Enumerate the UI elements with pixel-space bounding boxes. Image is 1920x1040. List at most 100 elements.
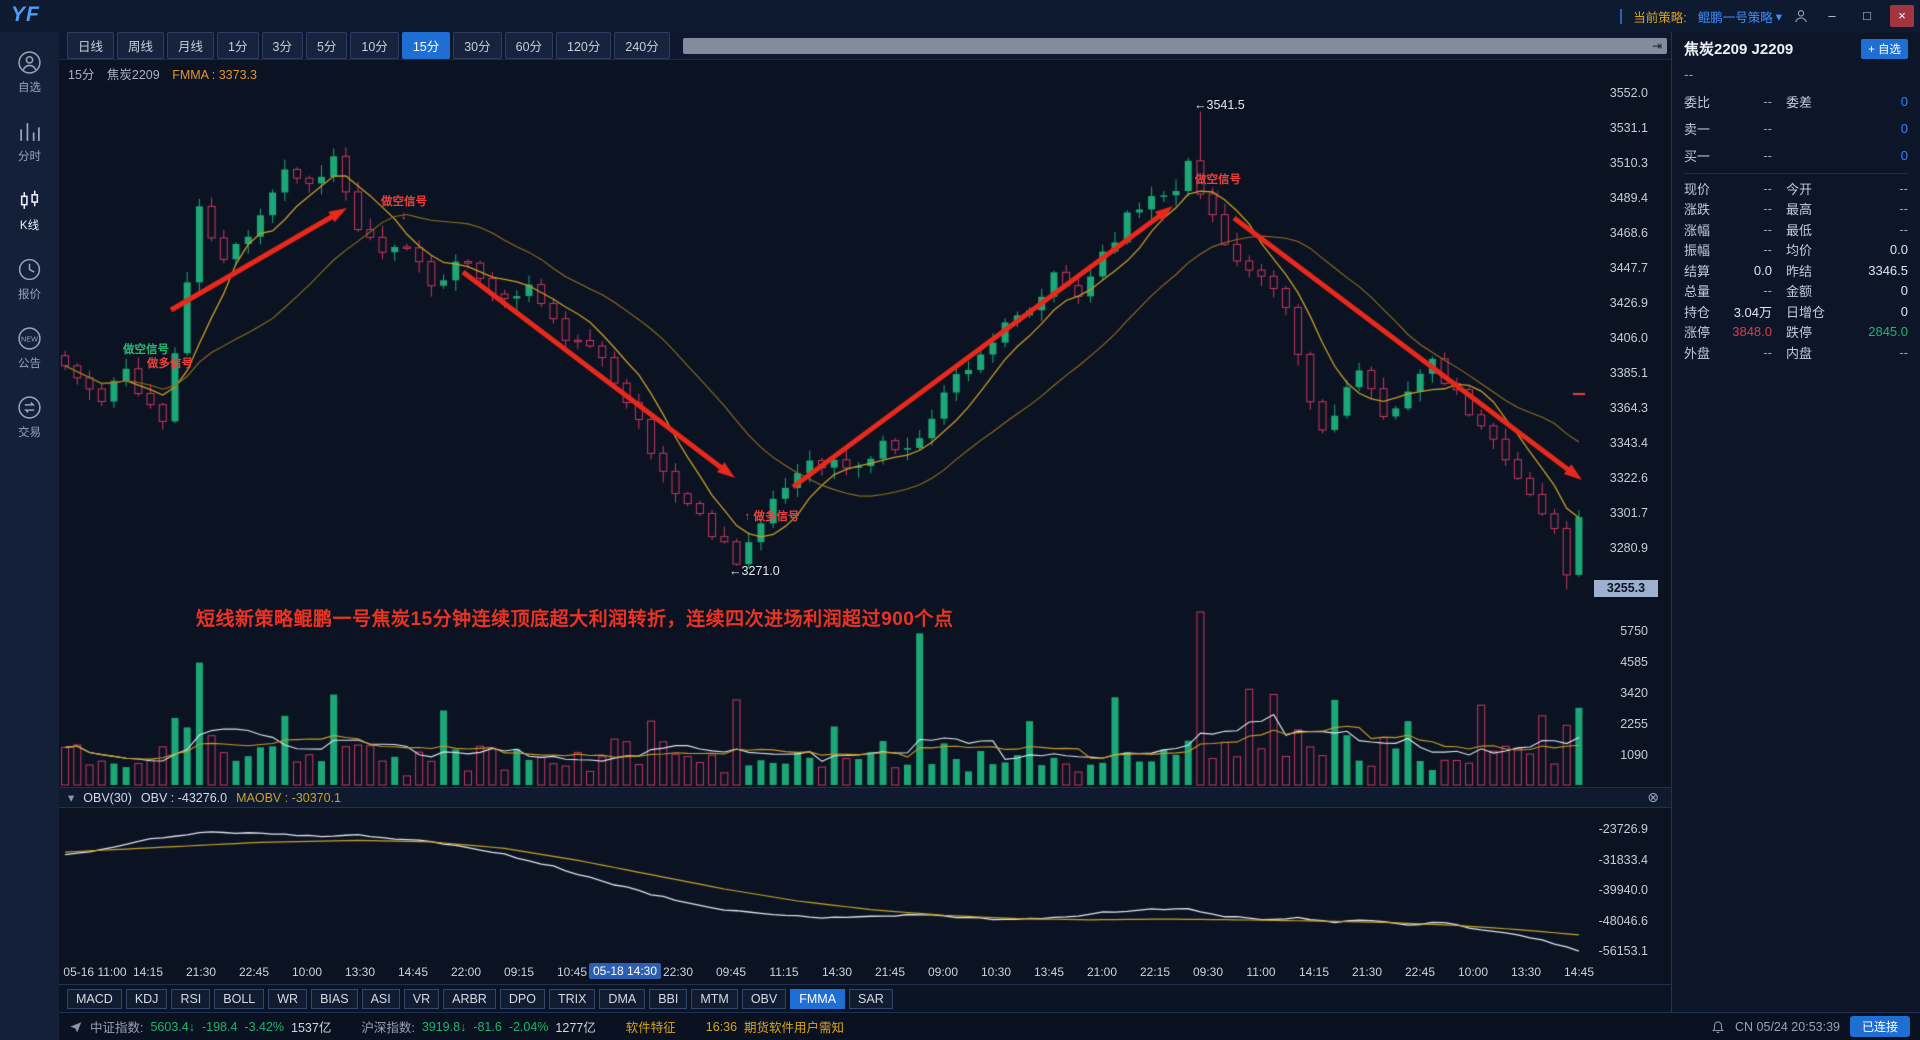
timeframe-tab-月线[interactable]: 月线 xyxy=(167,32,215,59)
price-axis: 3552.0 3531.1 3510.3 3489.4 3468.6 3447.7 3426… xyxy=(1592,0,1650,1040)
timeframe-tab-1分[interactable]: 1分 xyxy=(217,32,259,59)
timeframe-tab-30分[interactable]: 30分 xyxy=(453,32,502,59)
indicator-tab-MTM[interactable]: MTM xyxy=(691,988,738,1009)
obv-axis-label: -39940.0 xyxy=(1598,883,1648,897)
fmma-value-label: FMMA : 3373.3 xyxy=(172,68,257,82)
strategy-selector[interactable]: 鲲鹏一号策略 ▾ xyxy=(1698,7,1782,26)
add-to-watchlist-button[interactable]: + 自选 xyxy=(1861,38,1908,59)
software-feature-link[interactable]: 软件特征 xyxy=(625,1021,676,1035)
time-axis-label: 09:45 xyxy=(715,965,747,979)
indicator-tab-VR[interactable]: VR xyxy=(403,988,440,1009)
obv-axis-label: -48046.6 xyxy=(1598,913,1648,928)
connection-status-button[interactable]: 已连接 xyxy=(1849,1016,1910,1037)
indicator-tab-BIAS[interactable]: BIAS xyxy=(311,988,358,1009)
volume-axis-label: 1090 xyxy=(1620,748,1648,762)
indicator-tab-MACD[interactable]: MACD xyxy=(67,988,122,1009)
time-axis-label: 10:45 xyxy=(556,965,588,979)
price-axis-label: 3301.7 xyxy=(1609,506,1648,520)
svg-text:NEW: NEW xyxy=(21,334,38,343)
sidebar-item-kline[interactable]: K线 xyxy=(0,188,59,233)
time-axis-label: 10:30 xyxy=(980,965,1012,979)
indicator-tab-ASI[interactable]: ASI xyxy=(361,988,400,1009)
timeframe-tab-120分[interactable]: 120分 xyxy=(556,32,612,59)
clock-readout: CN 05/24 20:53:39 xyxy=(1735,1019,1840,1034)
chart-overlay-info: 15分 焦炭2209 FMMA : 3373.3 xyxy=(68,64,257,83)
titlebar-right: 当前策略: 鲲鹏一号策略 ▾ – □ × xyxy=(1620,0,1914,32)
indicator-tab-KDJ[interactable]: KDJ xyxy=(125,988,168,1009)
indicator-tab-FMMA[interactable]: FMMA xyxy=(790,988,846,1009)
indicator-tab-ARBR[interactable]: ARBR xyxy=(443,988,496,1009)
quote-row: 买一 -- 0 xyxy=(1684,148,1908,164)
sidebar-item-trade[interactable]: 交易 xyxy=(0,395,59,440)
close-button[interactable]: × xyxy=(1890,5,1914,27)
pin-icon[interactable] xyxy=(69,1020,83,1034)
tab-overflow-icon[interactable]: ⇥ xyxy=(1651,38,1662,53)
obv-indicator-header: ▾ OBV(30) OBV : -43276.0 MAOBV : -30370.… xyxy=(59,787,1671,808)
volume-axis-label: 4585 xyxy=(1620,655,1648,669)
quote-row: 卖一 -- 0 xyxy=(1684,121,1908,137)
time-axis-label: 09:30 xyxy=(1192,965,1224,979)
price-axis-label: 3447.7 xyxy=(1609,261,1648,275)
time-axis-label: 05-16 11:00 xyxy=(63,965,127,979)
price-axis-label: 3468.6 xyxy=(1609,226,1648,240)
price-axis-label: 3385.1 xyxy=(1609,366,1648,380)
strategy-selector-value: 鲲鹏一号策略 xyxy=(1697,10,1773,25)
indicator-tab-TRIX[interactable]: TRIX xyxy=(548,988,596,1009)
indicator-tab-BBI[interactable]: BBI xyxy=(649,988,688,1009)
price-axis-label: 3531.1 xyxy=(1609,121,1648,135)
sidebar-item-quotes[interactable]: 报价 xyxy=(0,257,59,302)
price-chart-canvas[interactable] xyxy=(59,60,1592,962)
indicator-tab-WR[interactable]: WR xyxy=(268,988,308,1009)
time-axis-label: 22:15 xyxy=(1139,965,1171,979)
indicator-tab-BOLL[interactable]: BOLL xyxy=(214,988,265,1009)
time-axis-label: 22:00 xyxy=(450,965,482,979)
quote-row: 振幅 -- 均价 0.0 xyxy=(1684,242,1908,259)
indicator-tab-OBV[interactable]: OBV xyxy=(741,988,787,1009)
indicator-tab-DPO[interactable]: DPO xyxy=(499,988,545,1009)
tab-overflow-strip[interactable]: ⇥ xyxy=(682,37,1667,54)
timeframe-tab-15分[interactable]: 15分 xyxy=(401,32,451,59)
timeframe-tab-5分[interactable]: 5分 xyxy=(305,32,348,59)
sidebar-item-notice[interactable]: NEW 公告 xyxy=(0,326,59,371)
notice-time: 16:36 xyxy=(705,1019,738,1034)
timeframe-tab-60分[interactable]: 60分 xyxy=(504,32,554,59)
time-axis-label: 21:30 xyxy=(1351,965,1383,979)
timeframe-tab-日线[interactable]: 日线 xyxy=(67,32,115,59)
price-axis-label: 3489.4 xyxy=(1609,191,1648,205)
sidebar-item-favorites[interactable]: 自选 xyxy=(0,50,59,95)
chart-period-label: 15分 xyxy=(68,68,95,82)
time-axis-label: 13:45 xyxy=(1033,965,1065,979)
time-axis-label: 11:00 xyxy=(1246,965,1276,979)
time-axis-label: 22:30 xyxy=(662,965,694,979)
collapse-icon[interactable]: ▾ xyxy=(68,791,75,805)
sidebar-item-intraday[interactable]: 分时 xyxy=(0,119,59,164)
minimize-button[interactable]: – xyxy=(1828,8,1836,23)
bell-icon[interactable] xyxy=(1711,1020,1725,1034)
timeframe-tab-3分[interactable]: 3分 xyxy=(261,32,303,59)
timeframe-tabs: 日线 周线 月线 1分 3分 5分 10分 15分 30分 60分 120分 240分 ⇥ xyxy=(59,32,1671,60)
quote-row: 涨停 3848.0 跌停 2845.0 xyxy=(1684,324,1908,341)
zz-index-amount: 1537亿 xyxy=(291,1021,332,1035)
quote-row: 外盘 -- 内盘 -- xyxy=(1684,344,1908,361)
timeframe-tab-240分[interactable]: 240分 xyxy=(614,32,670,59)
zz-index-value: 5603.4↓ xyxy=(150,1019,195,1034)
price-axis-label: 3280.9 xyxy=(1609,541,1648,555)
time-axis-label: 09:15 xyxy=(503,965,535,979)
price-axis-label: 3406.0 xyxy=(1609,331,1648,345)
user-notice-link[interactable]: 期货软件用户需知 xyxy=(744,1021,845,1035)
indicator-tab-RSI[interactable]: RSI xyxy=(171,988,211,1009)
price-axis-label: 3364.3 xyxy=(1609,401,1648,415)
obv-title: OBV(30) xyxy=(83,790,132,805)
timeframe-tab-周线[interactable]: 周线 xyxy=(117,32,165,59)
sidebar: 自选分时 K线报价 NEW 公告交易 xyxy=(0,32,59,1040)
user-icon[interactable] xyxy=(1793,8,1809,24)
titlebar-divider xyxy=(1620,8,1623,24)
maximize-button[interactable]: □ xyxy=(1863,8,1871,23)
timeframe-tab-10分[interactable]: 10分 xyxy=(350,32,399,59)
hs-index-pct: -2.04% xyxy=(508,1019,549,1034)
indicator-tab-DMA[interactable]: DMA xyxy=(599,988,646,1009)
close-indicator-icon[interactable]: ⊗ xyxy=(1647,789,1659,805)
time-axis-label: 10:00 xyxy=(1457,965,1489,979)
time-axis-label: 09:00 xyxy=(927,965,959,979)
indicator-tab-SAR[interactable]: SAR xyxy=(849,988,893,1009)
